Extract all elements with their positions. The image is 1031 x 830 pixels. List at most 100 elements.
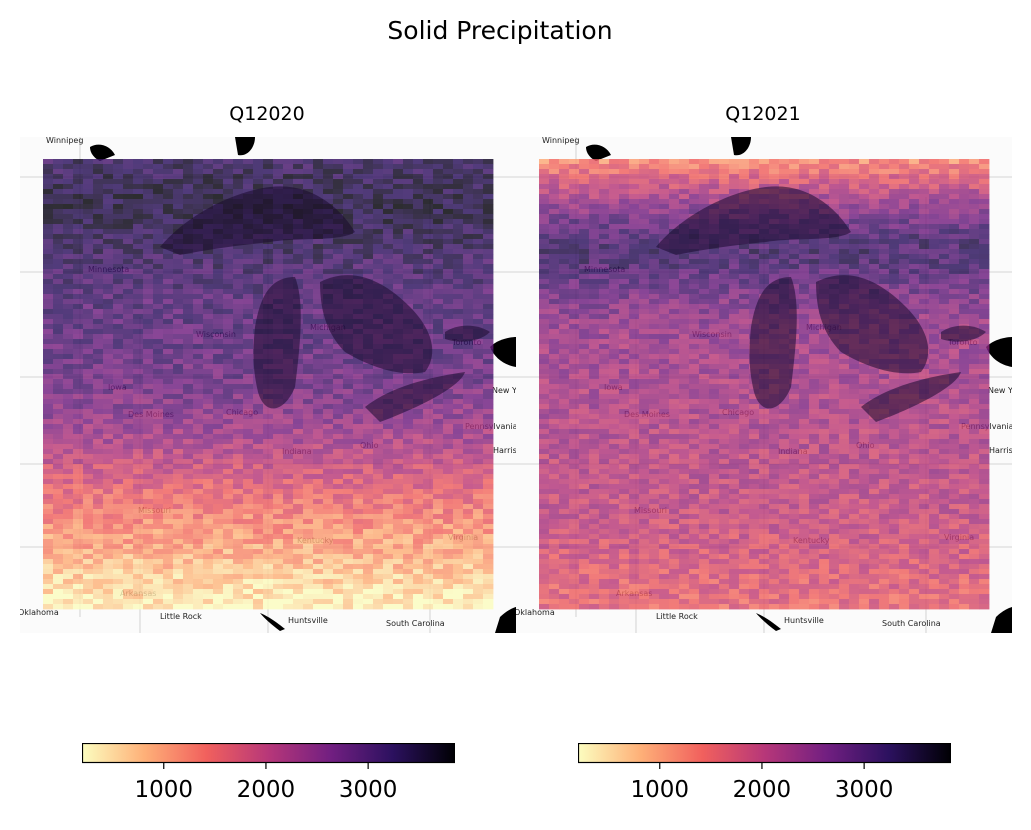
heatmap-cell bbox=[243, 499, 254, 505]
heatmap-cell bbox=[293, 479, 304, 485]
heatmap-cell bbox=[43, 254, 54, 260]
heatmap-cell bbox=[383, 474, 394, 480]
heatmap-cell bbox=[969, 199, 980, 205]
heatmap-cell bbox=[559, 224, 570, 230]
heatmap-cell bbox=[433, 199, 444, 205]
heatmap-cell bbox=[353, 399, 364, 405]
heatmap-cell bbox=[163, 429, 174, 435]
heatmap-cell bbox=[233, 334, 244, 340]
heatmap-cell bbox=[153, 479, 164, 485]
heatmap-cell bbox=[123, 364, 134, 370]
heatmap-cell bbox=[463, 549, 474, 555]
heatmap-cell bbox=[163, 169, 174, 175]
heatmap-cell bbox=[63, 489, 74, 495]
heatmap-cell bbox=[463, 164, 474, 170]
heatmap-cell bbox=[749, 174, 760, 180]
heatmap-cell bbox=[53, 549, 64, 555]
heatmap-cell bbox=[83, 264, 94, 270]
heatmap-cell bbox=[173, 449, 184, 455]
heatmap-cell bbox=[539, 199, 550, 205]
heatmap-cell bbox=[849, 169, 860, 175]
heatmap-cell bbox=[849, 249, 860, 255]
heatmap-cell bbox=[143, 579, 154, 585]
heatmap-cell bbox=[153, 494, 164, 500]
heatmap-cell bbox=[83, 464, 94, 470]
heatmap-cell bbox=[173, 364, 184, 370]
heatmap-cell bbox=[223, 464, 234, 470]
heatmap-cell bbox=[53, 594, 64, 600]
heatmap-cell bbox=[293, 534, 304, 540]
heatmap-cell bbox=[43, 484, 54, 490]
heatmap-cell bbox=[123, 204, 134, 210]
heatmap-cell bbox=[403, 534, 414, 540]
heatmap-cell bbox=[163, 294, 174, 300]
heatmap-cell bbox=[133, 439, 144, 445]
heatmap-cell bbox=[143, 339, 154, 345]
heatmap-cell bbox=[393, 379, 404, 385]
heatmap-cell bbox=[343, 584, 354, 590]
heatmap-cell bbox=[473, 454, 484, 460]
heatmap-cell bbox=[63, 289, 74, 295]
heatmap-cell bbox=[153, 169, 164, 175]
heatmap-cell bbox=[443, 539, 454, 545]
heatmap-cell bbox=[929, 229, 940, 235]
heatmap-cell bbox=[413, 379, 424, 385]
heatmap-cell bbox=[959, 164, 970, 170]
heatmap-cell bbox=[483, 349, 494, 355]
heatmap-cell bbox=[103, 434, 114, 440]
heatmap-cell bbox=[869, 169, 880, 175]
heatmap-cell bbox=[143, 424, 154, 430]
heatmap-cell bbox=[163, 199, 174, 205]
heatmap-cell bbox=[979, 184, 990, 190]
heatmap-cell bbox=[979, 249, 990, 255]
heatmap-cell bbox=[473, 484, 484, 490]
heatmap-cell bbox=[153, 199, 164, 205]
heatmap-cell bbox=[729, 244, 740, 250]
heatmap-cell bbox=[959, 239, 970, 245]
heatmap-cell bbox=[193, 594, 204, 600]
heatmap-cell bbox=[43, 504, 54, 510]
heatmap-cell bbox=[343, 519, 354, 525]
heatmap-cell bbox=[363, 489, 374, 495]
heatmap-cell bbox=[433, 474, 444, 480]
heatmap-cell bbox=[393, 159, 404, 165]
heatmap-cell bbox=[203, 344, 214, 350]
heatmap-cell bbox=[343, 419, 354, 425]
heatmap-cell bbox=[183, 394, 194, 400]
heatmap-cell bbox=[103, 549, 114, 555]
heatmap-cell bbox=[313, 544, 324, 550]
heatmap-cell bbox=[373, 189, 384, 195]
heatmap-cell bbox=[53, 319, 64, 325]
heatmap-cell bbox=[969, 194, 980, 200]
heatmap-cell bbox=[463, 429, 474, 435]
heatmap-cell bbox=[363, 249, 374, 255]
heatmap-cell bbox=[203, 534, 214, 540]
heatmap-cell bbox=[183, 274, 194, 280]
heatmap-cell bbox=[283, 184, 294, 190]
heatmap-cell bbox=[453, 419, 464, 425]
heatmap-cell bbox=[559, 204, 570, 210]
heatmap-cell bbox=[203, 459, 214, 465]
heatmap-cell bbox=[423, 209, 434, 215]
heatmap-cell bbox=[203, 414, 214, 420]
heatmap-cell bbox=[103, 469, 114, 475]
heatmap-cell bbox=[879, 249, 890, 255]
heatmap-cell bbox=[123, 474, 134, 480]
heatmap-cell bbox=[63, 244, 74, 250]
heatmap-cell bbox=[413, 194, 424, 200]
heatmap-cell bbox=[453, 604, 464, 610]
heatmap-cell bbox=[473, 559, 484, 565]
heatmap-cell bbox=[443, 279, 454, 285]
heatmap-cell bbox=[619, 214, 630, 220]
heatmap-cell bbox=[63, 474, 74, 480]
heatmap-cell bbox=[443, 339, 454, 345]
heatmap-cell bbox=[263, 589, 274, 595]
heatmap-cell bbox=[283, 274, 294, 280]
heatmap-cell bbox=[849, 204, 860, 210]
heatmap-cell bbox=[183, 564, 194, 570]
heatmap-cell bbox=[453, 489, 464, 495]
panel-title-q12020: Q12020 bbox=[229, 103, 305, 125]
heatmap-cell bbox=[363, 549, 374, 555]
heatmap-cell bbox=[463, 179, 474, 185]
heatmap-cell bbox=[323, 439, 334, 445]
